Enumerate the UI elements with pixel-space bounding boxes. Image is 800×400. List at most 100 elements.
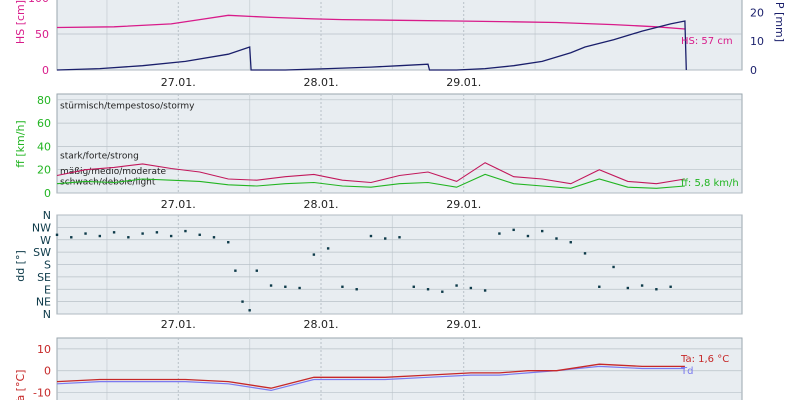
wind-tick: 0	[44, 187, 51, 200]
direction-point	[498, 232, 501, 235]
direction-point	[326, 247, 330, 250]
x-tick-label: 27.01.	[161, 198, 196, 211]
x-tick-label: 28.01.	[304, 318, 339, 331]
gust-line	[56, 162, 685, 185]
temp-tick: -10	[33, 387, 51, 400]
direction-tick: SE	[37, 271, 51, 284]
ta-value-label: Ta: 1,6 °C	[680, 354, 729, 365]
x-tick-label: 29.01.	[446, 198, 481, 211]
wind-tick: 20	[37, 164, 51, 177]
direction-point	[184, 229, 187, 233]
direction-point	[234, 269, 237, 272]
x-tick-label: 28.01.	[304, 198, 339, 211]
precip-y-label: P [mm]	[773, 2, 786, 42]
wind-category-label: mäßig/medio/moderate	[60, 167, 167, 177]
direction-tick: NE	[36, 296, 51, 309]
wind-category-label: stark/forte/strong	[60, 152, 139, 162]
direction-tick: N	[43, 308, 51, 321]
direction-point	[469, 286, 473, 290]
direction-point	[569, 241, 572, 244]
temp-tick: 10	[37, 343, 51, 356]
direction-point	[512, 228, 515, 232]
direction-point	[98, 234, 102, 238]
direction-point	[155, 231, 159, 234]
direction-point	[212, 236, 216, 239]
wind-tick: 40	[37, 140, 51, 153]
direction-tick: W	[40, 234, 51, 247]
snow-left-tick: 0	[42, 64, 49, 77]
direction-point	[84, 232, 87, 235]
direction-point	[241, 300, 244, 303]
hs-line	[56, 14, 685, 30]
snow-left-tick: 50	[35, 28, 49, 41]
direction-tick: SW	[33, 246, 51, 259]
direction-point	[555, 237, 558, 240]
precip-right-tick: 20	[750, 6, 764, 19]
x-tick-label: 29.01.	[446, 318, 481, 331]
direction-point	[426, 288, 430, 291]
direction-point	[441, 290, 444, 293]
direction-point	[70, 236, 73, 239]
x-tick-label: 28.01.	[304, 76, 339, 89]
td-value-label: Td	[680, 366, 693, 377]
direction-tick: N	[43, 209, 51, 222]
direction-tick: NW	[32, 221, 51, 234]
direction-point	[598, 285, 601, 288]
direction-point	[269, 284, 273, 287]
direction-point	[655, 288, 658, 291]
panel-snow-bg	[56, 0, 743, 71]
direction-point	[640, 284, 644, 287]
precip-line	[56, 20, 687, 71]
direction-point	[312, 253, 316, 256]
direction-point	[483, 289, 487, 292]
direction-point	[412, 285, 415, 288]
precip-right-tick: 10	[750, 35, 764, 48]
direction-point	[398, 236, 401, 239]
direction-y-label: dd [°]	[14, 250, 27, 282]
ff-line	[56, 173, 685, 189]
direction-point	[227, 241, 230, 244]
direction-point	[583, 252, 587, 255]
temp-tick: 0	[44, 365, 51, 378]
ff-value-label: ff: 5,8 km/h	[681, 178, 739, 189]
x-tick-label: 29.01.	[446, 76, 481, 89]
panel-wind-bg	[56, 93, 743, 194]
direction-point	[626, 286, 630, 290]
wind-tick: 60	[37, 117, 51, 130]
wind-tick: 80	[37, 94, 51, 107]
direction-point	[384, 237, 387, 240]
x-tick-label: 27.01.	[161, 318, 196, 331]
direction-tick: E	[44, 283, 51, 296]
temp-y-label: Ta [°C]	[14, 370, 27, 400]
direction-point	[169, 234, 173, 238]
direction-point	[141, 232, 144, 235]
direction-point	[248, 309, 251, 312]
direction-point	[112, 231, 116, 234]
direction-point	[455, 284, 458, 287]
direction-point	[55, 233, 59, 236]
direction-point	[369, 234, 373, 238]
hs-value-label: HS: 57 cm	[681, 36, 733, 47]
direction-point	[127, 236, 130, 239]
direction-point	[669, 285, 672, 288]
snow-y-label: HS [cm]	[14, 0, 27, 44]
wind-category-label: stürmisch/tempestoso/stormy	[60, 102, 195, 112]
direction-point	[612, 265, 615, 269]
panel-temp-bg	[56, 337, 743, 400]
ta-line	[56, 363, 685, 389]
direction-point	[255, 269, 258, 272]
precip-right-tick: 0	[750, 64, 757, 77]
direction-point	[284, 285, 287, 288]
direction-point	[298, 286, 301, 290]
direction-point	[526, 234, 530, 238]
direction-point	[541, 229, 544, 233]
x-tick-label: 27.01.	[161, 76, 196, 89]
direction-point	[198, 233, 201, 236]
direction-tick: S	[44, 259, 51, 272]
snow-left-tick: 100	[28, 0, 49, 5]
direction-point	[341, 285, 344, 288]
td-line	[56, 365, 685, 392]
direction-point	[355, 288, 358, 291]
